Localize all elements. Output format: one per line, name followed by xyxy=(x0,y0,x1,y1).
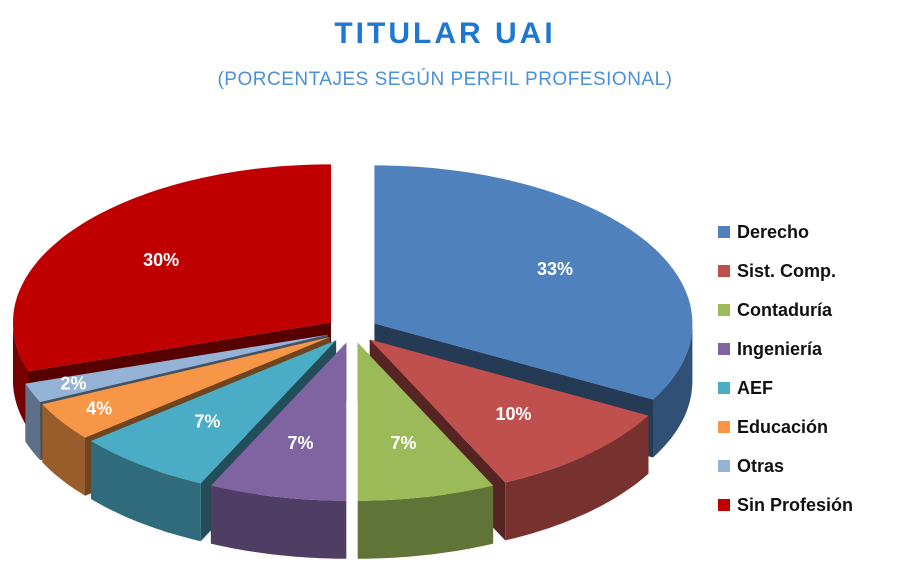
slice-wall xyxy=(653,323,693,458)
slice xyxy=(25,334,328,403)
slice-wall xyxy=(42,404,85,496)
value-label: 7% xyxy=(288,433,314,453)
slice xyxy=(13,164,331,372)
slice-wall xyxy=(210,485,347,559)
legend-swatch xyxy=(718,343,730,355)
legend-swatch xyxy=(718,304,730,316)
legend-swatch xyxy=(718,382,730,394)
legend-label: Ingeniería xyxy=(737,339,823,359)
value-label: 7% xyxy=(194,411,220,431)
legend-label: Contaduría xyxy=(737,300,833,320)
legend-swatch xyxy=(718,499,730,511)
legend-label: Sist. Comp. xyxy=(737,261,836,281)
value-label: 10% xyxy=(495,404,531,424)
value-label: 4% xyxy=(86,399,112,419)
legend-swatch xyxy=(718,226,730,238)
slice-wall xyxy=(505,415,649,541)
value-label: 33% xyxy=(537,259,573,279)
slice xyxy=(210,342,347,501)
slice-wall xyxy=(91,441,201,542)
legend-label: AEF xyxy=(737,378,773,398)
slice-group xyxy=(357,342,494,559)
slice-wall xyxy=(13,322,29,430)
slice-wall xyxy=(357,485,494,559)
slice xyxy=(91,340,337,484)
slice-side xyxy=(42,337,331,463)
chart-subtitle: (PORCENTAJES SEGÚN PERFIL PROFESIONAL) xyxy=(217,68,672,90)
slice xyxy=(42,337,331,438)
chart-title: TITULAR UAI xyxy=(334,17,555,50)
slice-group xyxy=(210,342,347,559)
value-label: 7% xyxy=(390,433,416,453)
slice xyxy=(374,165,693,400)
legend-label: Otras xyxy=(737,456,784,476)
value-label: 30% xyxy=(143,250,179,270)
legend-swatch xyxy=(718,265,730,277)
slice xyxy=(357,342,494,501)
legend-label: Sin Profesión xyxy=(737,495,853,515)
legend-label: Derecho xyxy=(737,222,809,242)
value-label: 2% xyxy=(61,374,87,394)
legend-label: Educación xyxy=(737,417,828,437)
legend-swatch xyxy=(718,460,730,472)
slice xyxy=(369,339,649,483)
legend-swatch xyxy=(718,421,730,433)
slice-wall xyxy=(25,383,41,461)
